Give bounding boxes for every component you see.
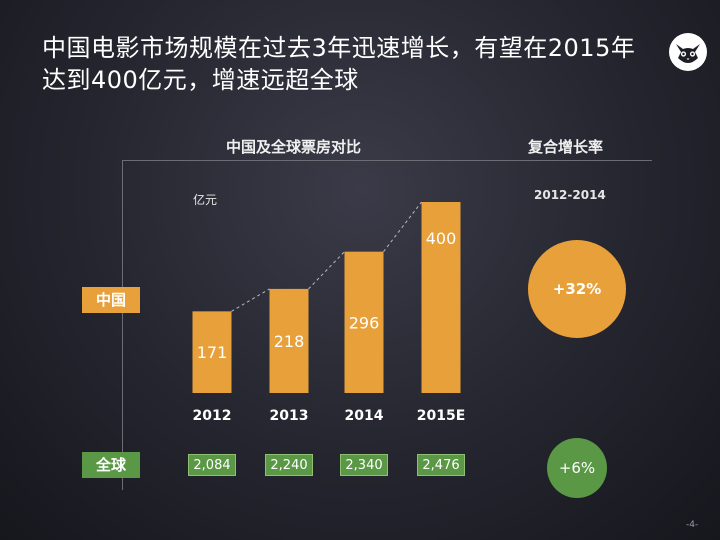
bar-value-label: 400 <box>426 229 457 248</box>
trend-connector <box>231 288 270 312</box>
global-value-2015E: 2,476 <box>417 454 465 476</box>
bar-value-label: 171 <box>197 343 228 362</box>
global-row-label: 全球 <box>82 452 140 478</box>
bar-2012 <box>192 311 232 393</box>
category-label: 2013 <box>270 408 309 424</box>
page-number: -4- <box>686 520 699 530</box>
vertical-divider <box>122 160 123 490</box>
unit-label: 亿元 <box>193 193 218 207</box>
global-value-2014: 2,340 <box>340 454 388 476</box>
growth-period-label: 2012-2014 <box>534 188 606 202</box>
category-label: 2015E <box>417 408 466 424</box>
horizontal-divider <box>122 160 652 161</box>
category-label: 2012 <box>193 408 232 424</box>
global-value-2013: 2,240 <box>265 454 313 476</box>
trend-connector <box>308 251 345 290</box>
bar-value-label: 296 <box>349 313 380 332</box>
page-title: 中国电影市场规模在过去3年迅速增长，有望在2015年达到400亿元，增速远超全球 <box>42 34 636 94</box>
global-value-2012: 2,084 <box>188 454 236 476</box>
global-growth-circle: +6% <box>547 438 607 498</box>
china-growth-circle: +32% <box>528 240 626 338</box>
bar-2014 <box>344 251 384 393</box>
bar-2013 <box>269 288 309 393</box>
trend-connector <box>383 201 422 252</box>
bar-2015E <box>421 202 461 393</box>
cat-logo-icon <box>669 33 707 71</box>
bar-value-label: 218 <box>274 332 305 351</box>
growth-rate-header: 复合增长率 <box>528 138 604 156</box>
china-row-label: 中国 <box>82 287 140 313</box>
category-label: 2014 <box>345 408 384 424</box>
chart-header: 中国及全球票房对比 <box>226 138 362 156</box>
